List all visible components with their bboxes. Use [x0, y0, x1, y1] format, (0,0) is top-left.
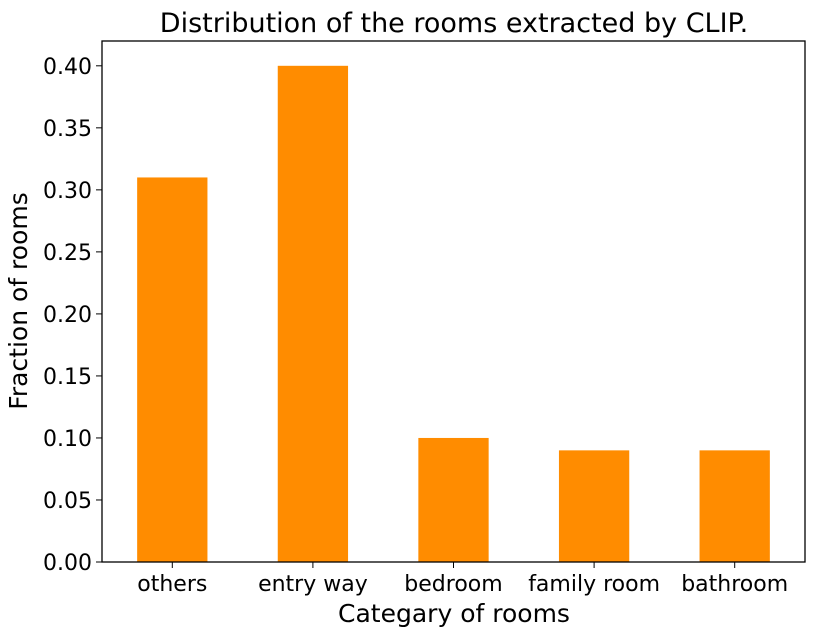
x-axis-ticks: others entry way bedroom family room bathroo… [137, 562, 788, 597]
y-tick-label: 0.00 [43, 551, 92, 576]
y-axis-label: Fraction of rooms [4, 192, 33, 409]
bar-family-room [558, 450, 630, 562]
y-tick-label: 0.40 [43, 55, 92, 80]
x-tick-label: bathroom [681, 572, 788, 597]
chart-title: Distribution of the rooms extracted by C… [160, 8, 748, 39]
x-tick-label: bedroom [404, 572, 502, 597]
y-tick-label: 0.20 [43, 303, 92, 328]
x-tick-label: entry way [258, 572, 368, 597]
y-tick-label: 0.05 [43, 489, 92, 514]
bar-bathroom [699, 450, 770, 562]
y-tick-label: 0.25 [43, 241, 92, 266]
bars-group [137, 65, 770, 563]
y-axis-ticks: 0.00 0.05 0.10 0.15 0.20 0.25 0.30 0.35 0.40 [43, 55, 102, 576]
bar-entry-way [277, 65, 349, 563]
y-tick-label: 0.15 [43, 365, 92, 390]
x-axis-label: Categary of rooms [338, 599, 570, 628]
bar-bedroom [418, 437, 489, 562]
bar-others [137, 177, 208, 562]
x-tick-label: family room [528, 572, 660, 597]
y-tick-label: 0.35 [43, 117, 92, 142]
y-tick-label: 0.10 [43, 427, 92, 452]
y-tick-label: 0.30 [43, 179, 92, 204]
x-tick-label: others [137, 572, 207, 597]
